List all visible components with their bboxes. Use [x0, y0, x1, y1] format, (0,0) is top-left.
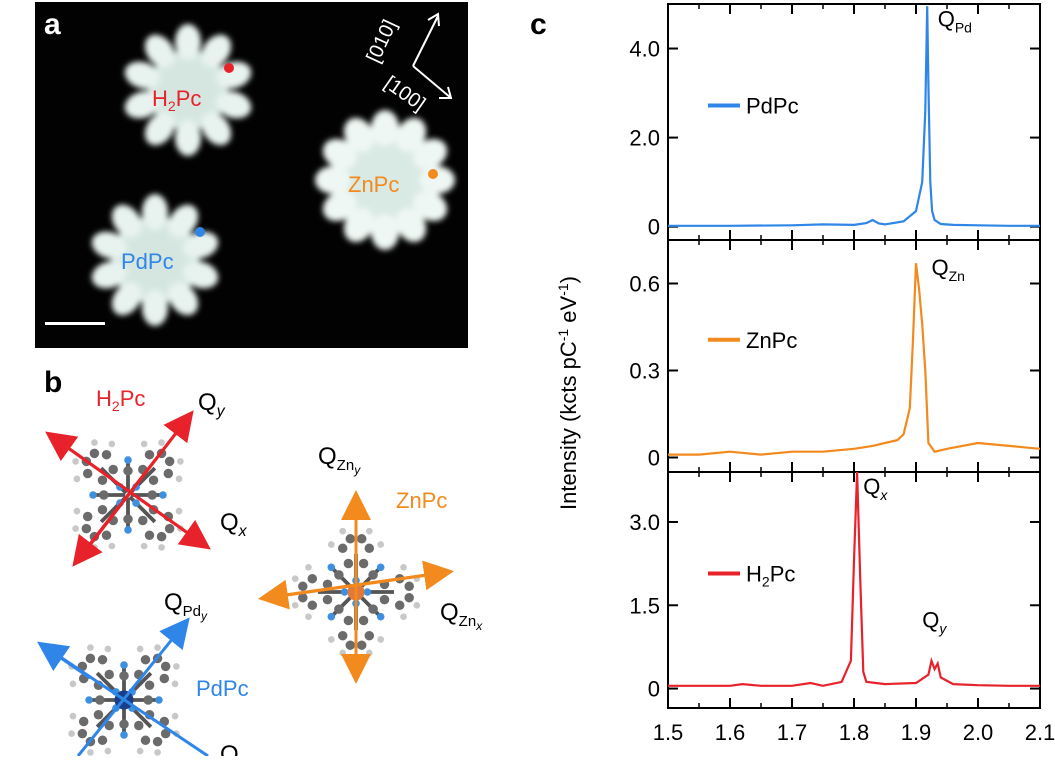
series-line-H2Pc — [668, 471, 1040, 687]
series-line-ZnPc — [668, 263, 1041, 456]
spectra-chart: Intensity (kcts pC-1 eV-1) 0 2.0 4.0 PdPc QP… — [555, 3, 1055, 745]
y-tick-label: 0.3 — [629, 359, 660, 384]
y-tick-label: 2.0 — [629, 126, 660, 151]
h2pc-qy-label: Qy — [198, 389, 226, 420]
spectra-chart-panel: Intensity (kcts pC-1 eV-1) 0 2.0 4.0 PdPc QP… — [540, 0, 1055, 756]
x-tick-label: 1.9 — [901, 720, 932, 745]
x-tick-label: 1.5 — [653, 720, 684, 745]
y-tick-label: 0 — [648, 215, 660, 240]
legend-label-H2Pc: H2Pc — [746, 561, 795, 589]
znpc-qx-label: QZnx — [440, 599, 483, 633]
panel-label-b: b — [44, 366, 63, 399]
pdpc-qy-label: QPdy — [164, 589, 208, 623]
series-line-PdPc — [668, 6, 1040, 227]
panel-label-c: c — [530, 8, 547, 41]
y-tick-label: 3.0 — [629, 510, 660, 535]
x-tick-label: 1.7 — [777, 720, 808, 745]
pdpc-image-label: PdPc — [121, 249, 174, 274]
legend-label-ZnPc: ZnPc — [746, 328, 797, 353]
h2pc-qx-label: Qx — [220, 509, 248, 540]
peak-annotation: Qx — [863, 474, 888, 503]
plot-frame — [667, 239, 1041, 473]
peak-annotation: QZn — [932, 255, 965, 284]
x-tick-label: 2.0 — [963, 720, 994, 745]
peak-annotation: QPd — [938, 6, 972, 35]
znpc-image-label: ZnPc — [348, 172, 399, 197]
h2pc-structure-label: H2Pc — [96, 386, 145, 414]
pdpc-tip-position-dot — [195, 227, 205, 237]
x-tick-label: 1.8 — [839, 720, 870, 745]
crystal-axes — [412, 12, 453, 99]
h2pc-tip-position-dot — [224, 63, 234, 73]
pdpc-structure-label: PdPc — [196, 676, 249, 701]
x-tick-label: 2.1 — [1025, 720, 1055, 745]
y-tick-label: 4.0 — [629, 37, 660, 62]
pdpc-structure — [31, 607, 217, 761]
y-tick-label: 0.6 — [629, 272, 660, 297]
stm-image-panel: [010] [100] H2Pc ZnPc PdPc — [35, 2, 468, 348]
plot-frame — [667, 3, 1041, 241]
molecular-structures: H2Pc Qy Qx ZnPc QZny QZnx PdPc QPdy Q — [31, 386, 483, 761]
molecular-structures-panel: H2Pc Qy Qx ZnPc QZny QZnx PdPc QPdy Q — [30, 370, 530, 761]
h2pc-molecule-image — [124, 24, 252, 156]
pdpc-qx-label-partial: Q — [220, 741, 239, 756]
znpc-qy-label: QZny — [318, 443, 361, 477]
y-tick-label: 0 — [648, 677, 660, 702]
h2pc-image-label: H2Pc — [152, 86, 201, 114]
znpc-molecule-image — [315, 110, 455, 250]
y-tick-label: 0 — [648, 446, 660, 471]
scale-bar — [45, 322, 105, 325]
y-axis-label: Intensity (kcts pC-1 eV-1) — [555, 276, 581, 510]
znpc-structure-label: ZnPc — [396, 488, 447, 513]
panel-label-a: a — [44, 8, 61, 41]
y-tick-label: 1.5 — [629, 593, 660, 618]
pdpc-molecule-image — [91, 194, 219, 326]
pdpc-qy-arrow — [76, 617, 190, 757]
legend-label-PdPc: PdPc — [746, 93, 799, 118]
stm-image: [010] [100] H2Pc ZnPc PdPc — [35, 2, 468, 348]
x-tick-label: 1.6 — [715, 720, 746, 745]
peak-annotation: Qy — [922, 607, 947, 636]
znpc-tip-position-dot — [428, 169, 438, 179]
